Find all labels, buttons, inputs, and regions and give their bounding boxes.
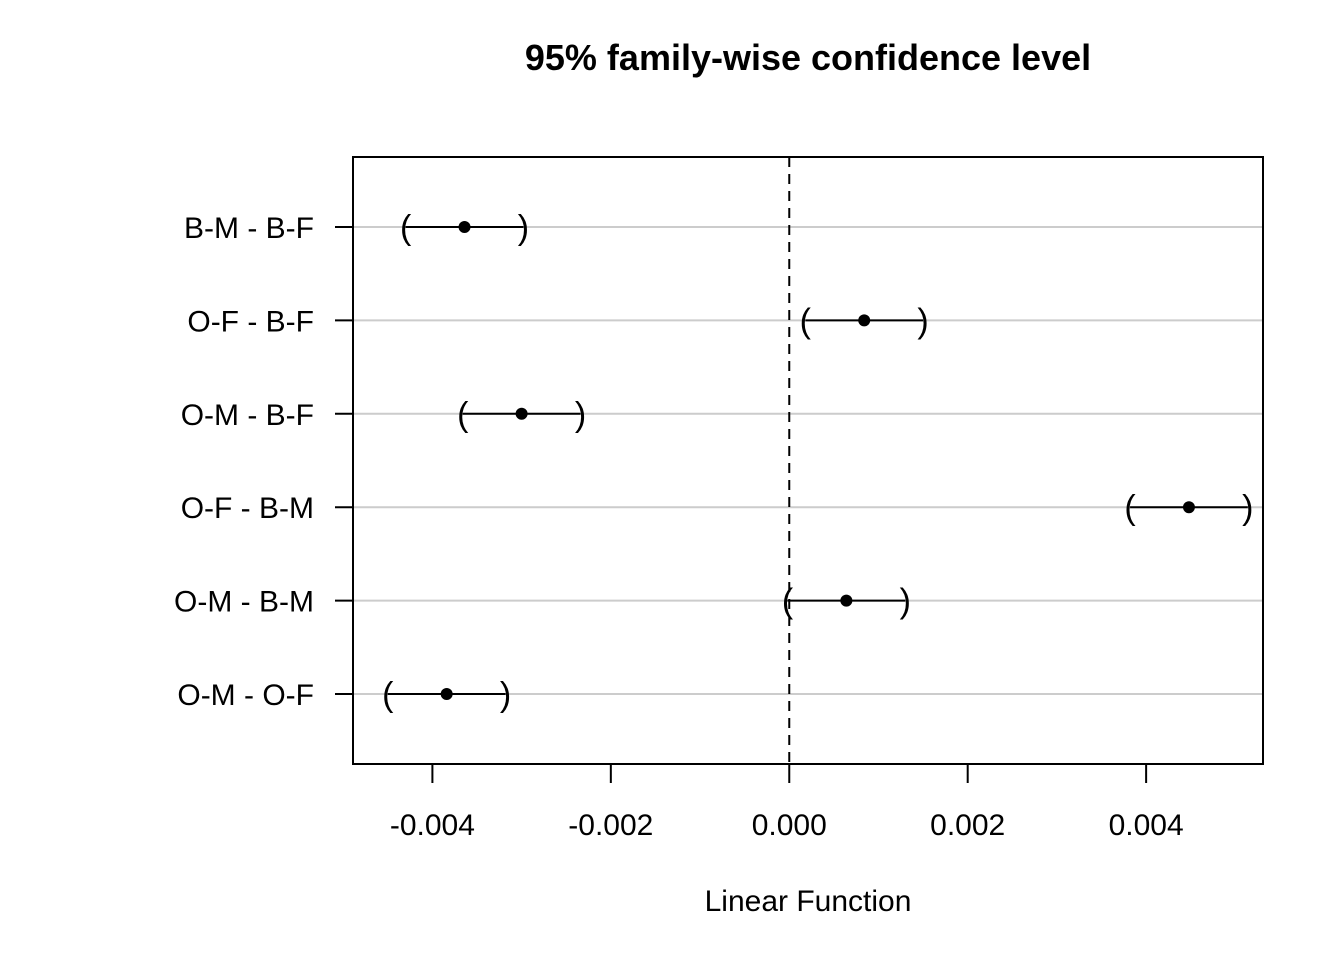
x-tick-label: -0.002 — [568, 809, 653, 842]
interval-lower-bracket: ( — [457, 396, 469, 434]
interval-lower-bracket: ( — [382, 676, 394, 714]
interval-lower-bracket: ( — [1124, 489, 1136, 527]
interval-upper-bracket: ) — [1242, 489, 1253, 527]
x-tick-label: 0.000 — [752, 809, 827, 842]
plot-frame — [352, 156, 1264, 765]
y-tick-label: O-F - B-F — [187, 305, 314, 338]
y-tick-label: B-M - B-F — [184, 212, 314, 245]
x-tick-label: 0.004 — [1109, 809, 1184, 842]
interval-lower-bracket: ( — [800, 302, 812, 340]
interval-upper-bracket: ) — [900, 583, 911, 621]
interval-upper-bracket: ) — [575, 396, 586, 434]
gridlines — [353, 226, 1263, 695]
y-axis: B-M - B-F O-F - B-F O-M - B-F O-F - B-M O-M … — [174, 212, 353, 712]
point-estimate — [515, 407, 528, 420]
y-tick-label: O-M - B-M — [174, 586, 314, 619]
interval-upper-bracket: ) — [500, 676, 511, 714]
x-axis-label: Linear Function — [705, 885, 912, 918]
point-estimate — [458, 221, 471, 233]
chart-title: 95% family-wise confidence level — [525, 37, 1091, 78]
x-tick-label: -0.004 — [390, 809, 475, 842]
point-estimate — [1182, 501, 1195, 514]
point-estimate — [858, 314, 871, 327]
interval-lower-bracket: ( — [782, 583, 794, 621]
interval-lower-bracket: ( — [400, 209, 412, 247]
y-tick-label: O-M - B-F — [181, 399, 314, 432]
y-tick-label: O-F - B-M — [181, 492, 314, 525]
point-estimate — [840, 594, 853, 607]
point-estimate — [440, 688, 453, 700]
x-tick-label: 0.002 — [930, 809, 1005, 842]
y-tick-label: O-M - O-F — [177, 679, 314, 712]
confidence-intervals: () () () () () () — [382, 209, 1253, 714]
x-axis: -0.004 -0.002 0.000 0.002 0.004 — [390, 763, 1184, 842]
interval-upper-bracket: ) — [518, 209, 529, 247]
interval-upper-bracket: ) — [917, 302, 928, 340]
